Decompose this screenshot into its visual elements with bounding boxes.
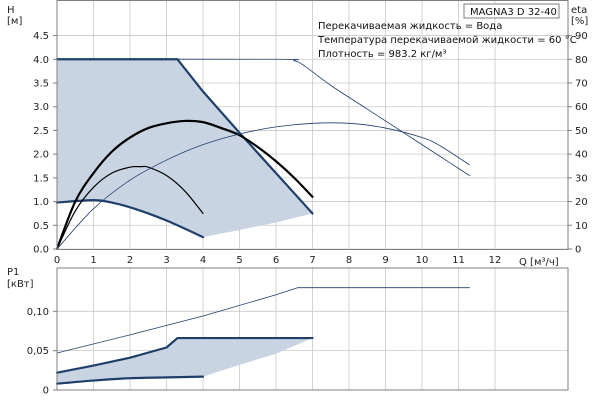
eta-tick-label: 40 (575, 150, 588, 161)
head-chart-eta-min-curve (56, 165, 204, 250)
eta-tick-label: 90 (575, 31, 588, 42)
curve-lines (55, 58, 470, 385)
head-tick-label: 0.0 (33, 245, 49, 256)
flow-tick-label: 8 (346, 255, 352, 266)
head-chart-frame (56, 0, 569, 250)
flow-tick-label: 11 (452, 255, 465, 266)
head-axis-label-line2: [м] (7, 16, 22, 27)
head-tick-label: 4.0 (33, 55, 49, 66)
head-tick-label: 2.5 (33, 126, 49, 137)
power-axis-label-line2: [кВт] (7, 279, 34, 290)
eta-tick-label: 50 (575, 126, 588, 137)
head-tick-label: 4.5 (33, 31, 49, 42)
title-box (463, 3, 560, 19)
flow-tick-label: 7 (309, 255, 315, 266)
head-chart-max-head-extended-curve (56, 58, 470, 176)
power-tick-label: 0,05 (27, 346, 49, 357)
flow-tick-label: 1 (90, 255, 96, 266)
head-chart-eta-max-curve (55, 119, 314, 251)
head-tick-label: 3.5 (33, 79, 49, 90)
flow-tick-label: 2 (127, 255, 133, 266)
flow-tick-label: 10 (416, 255, 429, 266)
info-line-fluid: Перекачиваемая жидкость = Вода (318, 21, 502, 32)
chart-frames (53, 0, 572, 391)
eta-tick-label: 0 (575, 245, 581, 256)
power-chart-p1-max-curve (55, 336, 314, 374)
eta-tick-label: 30 (575, 173, 588, 184)
head-tick-label: 3.0 (33, 102, 49, 113)
info-line-temperature: Температура перекачиваемой жидкости = 60… (317, 35, 577, 46)
operating-areas (57, 59, 313, 384)
flow-tick-label: 9 (382, 255, 388, 266)
info-line-density: Плотность = 983.2 кг/м³ (318, 49, 447, 60)
tick-labels: 0 1 2 3 4 5 6 7 8 9 10 11 120.00.51.01.52.02.53.03.5… (27, 31, 588, 396)
head-tick-label: 2.0 (33, 150, 49, 161)
eta-axis-label-line2: [%] (571, 16, 588, 27)
power-tick-label: 0 (43, 386, 49, 397)
head-chart-eta-extended-curve (56, 122, 470, 250)
power-chart-p1-extended-curve (56, 287, 470, 354)
head-tick-label: 0.5 (33, 221, 49, 232)
eta-tick-label: 10 (575, 221, 588, 232)
eta-tick-label: 70 (575, 79, 588, 90)
eta-tick-label: 80 (575, 55, 588, 66)
head-tick-label: 1.5 (33, 173, 49, 184)
flow-tick-label: 5 (236, 255, 242, 266)
head-operating-area (57, 59, 313, 238)
flow-tick-label: 4 (200, 255, 206, 266)
power-operating-area (57, 338, 313, 384)
power-tick-label: 0,10 (27, 307, 49, 318)
flow-tick-label: 12 (489, 255, 502, 266)
head-tick-label: 1.0 (33, 197, 49, 208)
eta-tick-label: 60 (575, 102, 588, 113)
flow-tick-label: 6 (273, 255, 279, 266)
head-axis-label-line1: H (7, 5, 15, 16)
power-chart-p1-min-curve (55, 375, 205, 385)
power-axis-label-line1: P1 (7, 267, 19, 278)
chart-title: MAGNA3 D 32-40 (470, 7, 557, 18)
flow-tick-label: 3 (163, 255, 169, 266)
eta-axis-label-line1: eta (571, 5, 587, 16)
flow-tick-label: 0 (54, 255, 60, 266)
flow-axis-label: Q [м³/ч] (519, 257, 559, 268)
head-chart-min-head-curve (55, 199, 205, 239)
eta-tick-label: 20 (575, 197, 588, 208)
power-chart-frame (56, 267, 569, 391)
